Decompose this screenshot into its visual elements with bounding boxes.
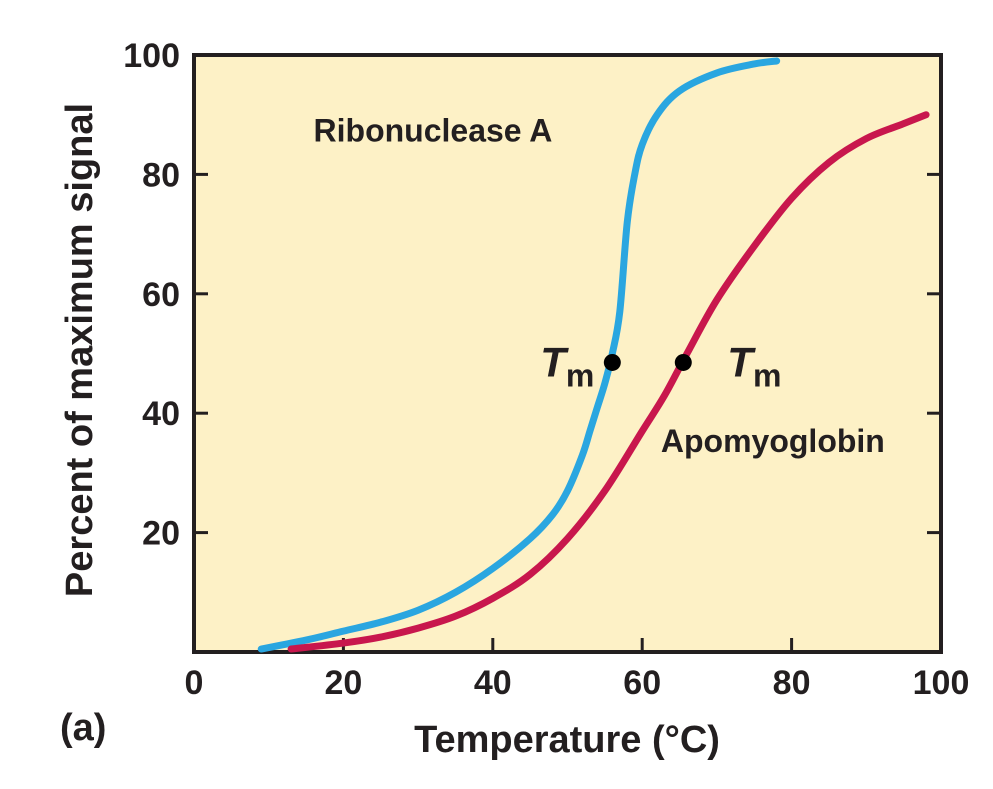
y-tick-label-40: 40 <box>142 395 180 433</box>
plot-area-background <box>192 53 943 654</box>
y-axis-ticks: 20 40 60 80 100 <box>123 37 941 553</box>
x-tick-label-100: 100 <box>913 664 970 702</box>
series-line-ribonuclease-a <box>257 57 781 653</box>
x-axis-ticks: 0 20 40 60 80 100 <box>185 638 970 702</box>
x-tick-label-0: 0 <box>185 664 204 702</box>
series-layer <box>257 57 930 653</box>
x-tick-label-20: 20 <box>324 664 362 702</box>
y-axis-title: Percent of maximum signal <box>59 103 101 597</box>
x-axis-title: Temperature (°C) <box>414 719 720 761</box>
y-tick-label-80: 80 <box>142 156 180 194</box>
y-tick-label-20: 20 <box>142 515 180 553</box>
x-tick-label-60: 60 <box>623 664 661 702</box>
tm-label-apomyoglobin: Tm <box>727 338 781 393</box>
x-tick-label-80: 80 <box>773 664 811 702</box>
series-annotation-ribonuclease-a: Ribonuclease A <box>314 113 553 149</box>
series-annotation-apomyoglobin: Apomyoglobin <box>661 423 885 459</box>
tm-point-apomyoglobin <box>674 353 692 371</box>
series-line-apomyoglobin <box>287 111 930 653</box>
panel-label: (a) <box>60 707 106 749</box>
tm-label-ribonuclease-a: Tm <box>540 338 594 393</box>
annotation-layer: Tm Tm Ribonuclease A Apomyoglobin <box>314 113 885 459</box>
x-tick-label-40: 40 <box>474 664 512 702</box>
tm-point-ribonuclease-a <box>603 353 621 371</box>
y-tick-label-60: 60 <box>142 276 180 314</box>
y-tick-label-100: 100 <box>123 37 180 75</box>
